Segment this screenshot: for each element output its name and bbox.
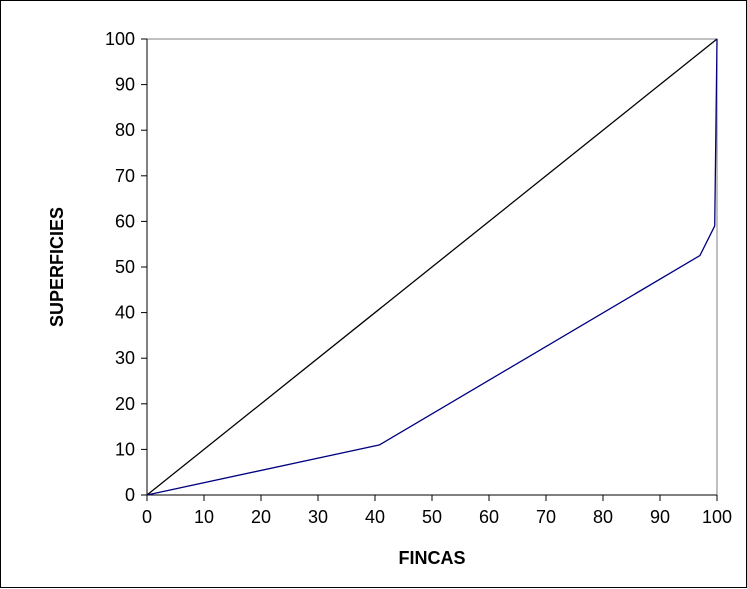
- x-tick-label: 40: [365, 507, 385, 527]
- x-tick-label: 100: [702, 507, 732, 527]
- y-tick-label: 40: [115, 303, 135, 323]
- y-tick-label: 0: [125, 485, 135, 505]
- equality-line: [146, 38, 718, 496]
- y-tick-label: 50: [115, 257, 135, 277]
- x-tick-label: 60: [479, 507, 499, 527]
- x-tick-label: 30: [308, 507, 328, 527]
- y-tick-label: 100: [105, 29, 135, 49]
- y-tick-label: 20: [115, 394, 135, 414]
- x-tick-label: 50: [422, 507, 442, 527]
- x-tick-label: 90: [650, 507, 670, 527]
- lorenz-curve: [146, 38, 718, 496]
- x-tick-label: 0: [142, 507, 152, 527]
- x-tick-label: 20: [251, 507, 271, 527]
- x-tick-label: 80: [593, 507, 613, 527]
- y-axis-title: SUPERFICIES: [47, 207, 67, 327]
- x-tick-label: 70: [536, 507, 556, 527]
- x-axis: 0 10 20 30 40 50 60 70 80 90 100: [142, 494, 732, 527]
- y-tick-label: 90: [115, 75, 135, 95]
- y-tick-label: 70: [115, 166, 135, 186]
- y-tick-label: 10: [115, 439, 135, 459]
- x-axis-title: FINCAS: [399, 548, 466, 568]
- y-tick-label: 80: [115, 120, 135, 140]
- y-axis: 0 10 20 30 40 50 60 70 80 90 100: [105, 29, 148, 505]
- series-group: [146, 38, 718, 496]
- y-tick-label: 30: [115, 348, 135, 368]
- y-tick-label: 60: [115, 211, 135, 231]
- x-tick-label: 10: [194, 507, 214, 527]
